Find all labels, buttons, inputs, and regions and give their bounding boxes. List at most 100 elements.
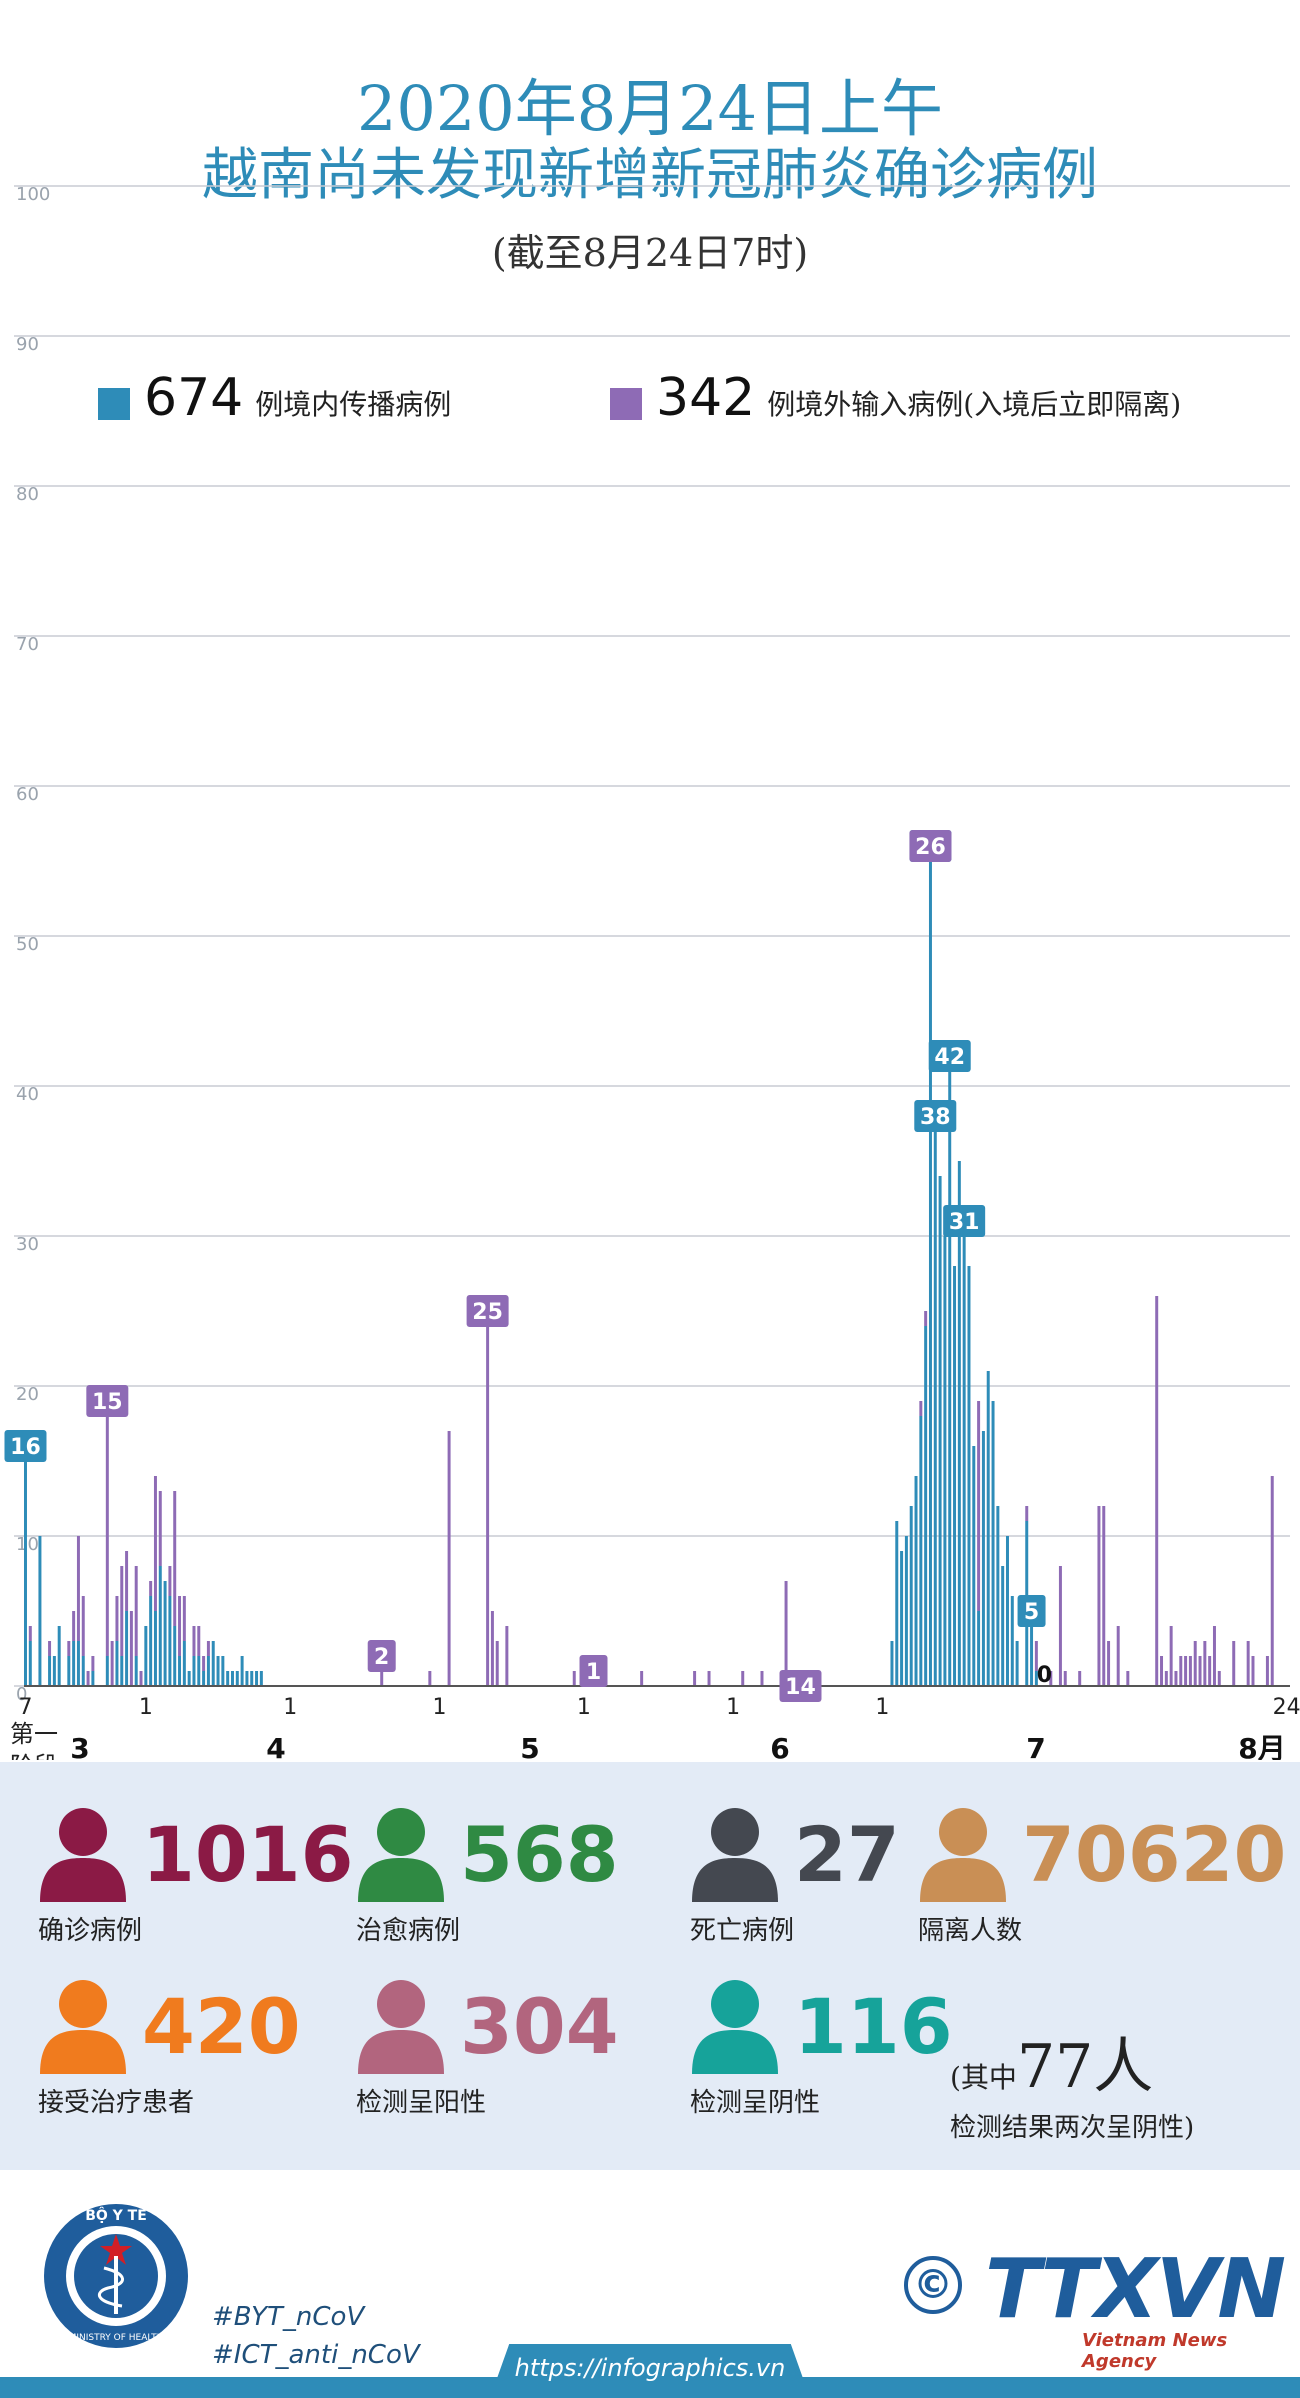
bar-domestic <box>914 1476 918 1686</box>
y-tick-label: 40 <box>16 1084 39 1105</box>
bar-imported <box>428 1671 432 1686</box>
data-label: 2 <box>374 1645 389 1670</box>
bar-domestic <box>76 1641 80 1686</box>
bar-domestic <box>120 1656 124 1686</box>
data-label-box <box>466 1295 509 1327</box>
bar-domestic <box>125 1611 129 1686</box>
bar-imported <box>1116 1626 1120 1686</box>
bar-imported <box>1049 1671 1053 1686</box>
stat-value: 1016 <box>142 1810 354 1899</box>
x-tick-label: 1 <box>139 1695 153 1720</box>
bar-domestic <box>909 1506 913 1686</box>
legend-domestic-count: 674 <box>144 368 244 428</box>
bar-imported <box>178 1596 182 1656</box>
bar-imported <box>1184 1656 1188 1686</box>
bar-domestic <box>192 1656 196 1686</box>
bar-imported <box>125 1551 129 1611</box>
data-label-box <box>909 830 952 862</box>
x-tick-label: 24 <box>1273 1695 1300 1720</box>
bar-domestic <box>933 1116 937 1686</box>
data-label: 1 <box>586 1660 601 1685</box>
bar-domestic <box>38 1536 42 1686</box>
x-tick-label: 1 <box>283 1695 297 1720</box>
bar-domestic <box>230 1671 234 1686</box>
bar-imported <box>1208 1656 1212 1686</box>
y-tick-label: 50 <box>16 934 39 955</box>
bar-imported <box>1078 1671 1082 1686</box>
legend-domestic: 674 例境内传播病例 <box>98 368 451 428</box>
bar-domestic <box>28 1641 32 1686</box>
legend-domestic-label: 例境内传播病例 <box>255 388 452 421</box>
bar-domestic <box>938 1176 942 1686</box>
bar-imported <box>1212 1626 1216 1686</box>
bar-imported <box>139 1671 143 1686</box>
bar-imported <box>48 1641 52 1656</box>
y-tick-label: 20 <box>16 1384 39 1405</box>
stat-value: 304 <box>460 1982 619 2071</box>
bar-imported <box>486 1311 490 1686</box>
x-tick-label: 1 <box>432 1695 446 1720</box>
bar-domestic <box>890 1641 894 1686</box>
bar-domestic <box>1015 1641 1019 1686</box>
stat-value: 116 <box>794 1982 953 2071</box>
bar-domestic <box>255 1671 259 1686</box>
bar-imported <box>1107 1641 1111 1686</box>
data-label-box <box>4 1430 47 1462</box>
bar-domestic <box>981 1431 985 1686</box>
bar-domestic <box>948 1056 952 1686</box>
data-label: 38 <box>920 1105 951 1130</box>
bar-domestic <box>221 1656 225 1686</box>
negative-note: (其中77人 检测结果两次呈阴性) <box>950 2018 1194 2144</box>
bar-domestic <box>1005 1536 1009 1686</box>
bar-imported <box>182 1596 186 1641</box>
bar-imported <box>1265 1656 1269 1686</box>
data-label: 31 <box>949 1210 980 1235</box>
bar-imported <box>134 1566 138 1656</box>
bar-imported <box>1246 1641 1250 1686</box>
bar-domestic <box>953 1266 957 1686</box>
bar-imported <box>173 1491 177 1626</box>
bar-imported <box>67 1641 71 1656</box>
x-tick-label: 1 <box>726 1695 740 1720</box>
data-label: 42 <box>934 1045 965 1070</box>
person-icon <box>920 1808 1006 1902</box>
data-label-box <box>86 1385 129 1417</box>
legend-imported-swatch <box>610 388 642 420</box>
bar-domestic <box>895 1521 899 1686</box>
bar-domestic <box>24 1446 27 1686</box>
person-icon <box>692 1808 778 1902</box>
bar-domestic <box>996 1506 1000 1686</box>
y-tick-label: 80 <box>16 484 39 505</box>
bar-domestic <box>105 1656 109 1686</box>
bar-domestic <box>178 1656 182 1686</box>
bar-imported <box>129 1611 133 1686</box>
data-label: 14 <box>785 1675 816 1700</box>
data-label: 15 <box>92 1390 123 1415</box>
bar-imported <box>149 1581 153 1596</box>
bar-imported <box>110 1641 114 1686</box>
bar-domestic <box>967 1266 971 1686</box>
legend-domestic-swatch <box>98 388 130 420</box>
bar-imported <box>1025 1506 1029 1521</box>
y-tick-label: 0 <box>16 1684 27 1705</box>
stats-panel: 1016 确诊病例 568 治愈病例 27 死亡病例 70620 隔离人数 420 接受治疗患者 3… <box>0 1762 1300 2170</box>
website-link[interactable]: https://infographics.vn <box>514 2354 786 2382</box>
bar-imported <box>1126 1671 1130 1686</box>
bar-imported <box>197 1626 201 1656</box>
data-label-box <box>943 1205 986 1237</box>
data-label: 25 <box>472 1300 503 1325</box>
stat-value: 420 <box>142 1982 301 2071</box>
bar-domestic <box>187 1671 191 1686</box>
chart-subtitle: (截至8月24日7时) <box>491 231 809 275</box>
data-label: 0 <box>1037 1663 1052 1688</box>
bar-domestic <box>52 1656 56 1686</box>
legend-imported: 342 例境外输入病例(入境后立即隔离) <box>610 368 1181 428</box>
case-bar-chart: 0102030405060708090100165638423150152251… <box>4 184 1300 1760</box>
bar-domestic <box>235 1671 239 1686</box>
bar-imported <box>1270 1476 1274 1686</box>
y-tick-label: 10 <box>16 1534 39 1555</box>
bar-domestic <box>972 1446 976 1686</box>
ttxvn-logo: TTXVN <box>985 2242 1286 2337</box>
bar-imported <box>115 1596 119 1641</box>
bar-imported <box>919 1401 923 1416</box>
